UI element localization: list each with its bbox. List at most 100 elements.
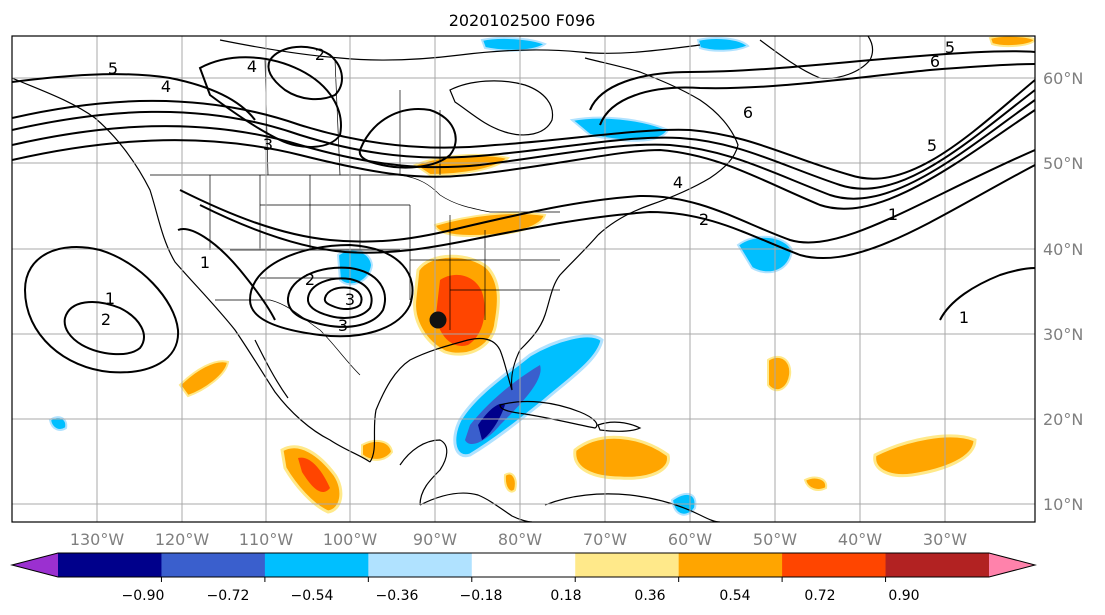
contour-north-low-2 [198,56,342,148]
coast-south-america [544,493,721,522]
storm-center-marker [429,311,447,329]
shading-hot-eastpac [298,457,330,493]
contour-pacific-high-outer [23,245,180,374]
contour-label-group: 5 4 3 2 1 2 3 6 5 4 2 1 5 6 1 2 1 3 4 [101,38,969,335]
contour-label: 5 [108,59,118,78]
coast-yucatan [399,439,448,506]
border-us-canada [150,174,560,213]
coastlines [12,36,874,522]
colorbar-segment [161,553,266,577]
longitude-label: 100°W [323,530,378,549]
contour-label: 4 [161,77,171,96]
contour-label: 1 [200,253,210,272]
coast-arctic [219,39,701,61]
longitude-label: 120°W [155,530,210,549]
colorbar-segment [575,553,680,577]
shading-warm-mid-atlantic [767,355,792,392]
colorbar-segment [471,553,576,577]
coast-canada-east [584,57,739,236]
contour-label: 2 [699,210,709,229]
contour-label: 3 [263,135,273,154]
colorbar-tick-label: −0.54 [291,588,334,604]
contour-label: 1 [105,289,115,308]
contour-cutoff-low-2 [286,266,386,328]
coast-cuba [499,400,598,429]
colorbar-tick-label: −0.90 [122,588,165,604]
border-states-1 [209,175,410,279]
colorbar-tick-label: 0.18 [550,588,581,604]
colorbar-segments [10,552,1037,578]
contour-jet-6 [199,164,1035,260]
shading-hot-southeast [436,274,485,346]
shading-coldest-gulf [478,403,505,440]
contour-label: 2 [101,310,111,329]
colorbar-extend-low [12,553,58,577]
shading-cold-north-top2 [696,37,750,52]
shading-warm-mid2 [803,476,828,491]
contour-label: 5 [927,136,937,155]
longitude-label: 130°W [70,530,125,549]
contour-nw-arc [12,73,256,121]
latitude-label: 40°N [1043,240,1083,259]
latitude-labels: 60°N 50°N 40°N 30°N 20°N 10°N [1043,69,1083,514]
contour-label: 6 [743,103,753,122]
contour-label: 5 [945,38,955,57]
coast-hispaniola [597,421,642,432]
contour-cutoff-low-4 [323,286,363,311]
colorbar-tick-label: −0.72 [207,588,250,604]
contour-atlantic-east [939,267,1035,321]
shading-warm-caribbean [573,435,670,480]
longitude-label: 60°W [668,530,712,549]
coast-greenland [759,36,874,79]
contour-label: 6 [930,52,940,71]
contour-label: 2 [315,45,325,64]
map-title: 2020102500 F096 [449,11,596,30]
latitude-label: 20°N [1043,410,1083,429]
longitude-label: 50°W [753,530,797,549]
contour-label: 2 [305,270,315,289]
colorbar-outline [10,552,1037,578]
latitude-label: 50°N [1043,154,1083,173]
coast-north-america-west [12,77,371,463]
contour-cutoff-low-outer [248,243,414,338]
map-frame [11,35,1036,523]
map-gridlines [12,36,1035,522]
shading-warm-mexico [361,439,394,461]
contour-jet-3 [12,89,1035,190]
contour-jet-1 [12,109,1035,210]
longitude-label: 70°W [583,530,627,549]
coast-gulf-of-mexico [369,234,599,463]
colorbar-segment [368,553,473,577]
colorbar-segment [885,553,990,577]
colorbar-ticks [160,577,887,582]
longitude-labels: 130°W 120°W 110°W 100°W 90°W 80°W 70°W 6… [70,530,967,549]
contour-upper-ridge-2 [599,63,1035,126]
contour-pacific-high-inner [63,301,145,356]
contour-cutoff-low-3 [306,277,373,319]
map-background [12,36,1035,522]
contour-label: 4 [673,173,683,192]
map-panel: 5 4 3 2 1 2 3 6 5 4 2 1 5 6 1 2 1 3 4 [11,35,1036,523]
colorbar-tick-label: 0.54 [719,588,750,604]
latitude-label: 60°N [1043,69,1083,88]
colorbar-segment [58,553,162,577]
latitude-label: 30°N [1043,325,1083,344]
colorbar-tick-label: −0.18 [460,588,503,604]
longitude-label: 30°W [923,530,967,549]
contour-jet-2 [12,99,1035,200]
shading-cold-pacific-small [48,416,68,431]
contour-upper-ridge [589,50,1035,111]
latitude-label: 10°N [1043,495,1083,514]
colorbar-extend-high [989,553,1035,577]
contour-label: 3 [338,316,348,335]
contour-north-loop [358,108,457,169]
colorbar-tick-label: 0.36 [634,588,665,604]
coast-baja [254,339,289,399]
shading-warm-northeast-corner [988,36,1035,48]
border-us-mexico [215,299,361,376]
contour-label: 1 [959,308,969,327]
colorbar-tick-label: −0.36 [376,588,419,604]
colorbar-tick-label: 0.90 [888,588,919,604]
shading-cold-north-top [480,36,547,52]
